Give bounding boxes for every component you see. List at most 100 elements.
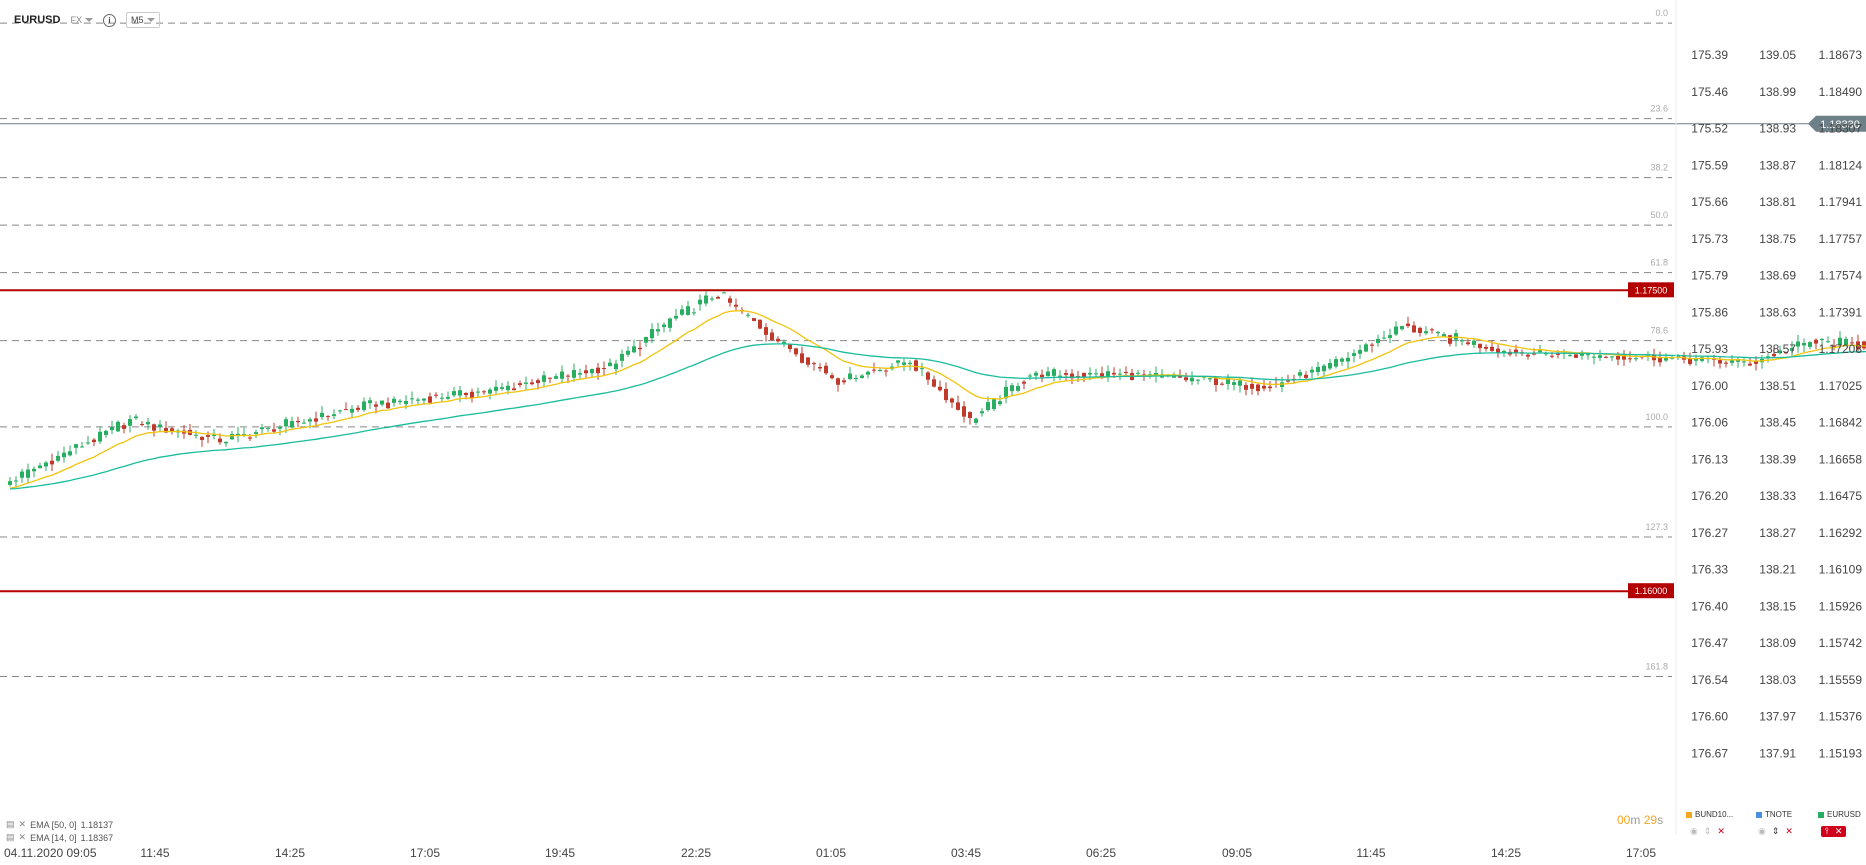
close-icon[interactable]: ✕	[18, 819, 27, 829]
eurusd-axis-label: 1.18490	[1819, 85, 1863, 99]
legend-eurusd[interactable]: EURUSD	[1818, 810, 1861, 819]
candle	[1220, 383, 1224, 385]
candle	[824, 365, 828, 374]
info-icon[interactable]: i	[102, 13, 116, 27]
bund-axis-label: 176.54	[1691, 673, 1728, 687]
candle	[1808, 342, 1812, 347]
candle	[344, 409, 348, 411]
candle	[146, 421, 150, 425]
candle	[668, 318, 672, 328]
candle	[1022, 381, 1026, 384]
candle	[512, 388, 516, 391]
candle	[1700, 357, 1704, 361]
candle	[656, 329, 660, 332]
candle	[584, 370, 588, 374]
eurusd-axis-label: 1.16475	[1819, 489, 1863, 503]
candle	[1106, 371, 1110, 378]
indicator-ema50[interactable]: ▤ ✕ EMA [50, 0] 1.18137	[6, 819, 113, 830]
candle	[992, 399, 996, 410]
price-level-tag-text: 1.17500	[1635, 285, 1668, 295]
candle	[752, 318, 756, 321]
candle	[680, 309, 684, 315]
candle	[1256, 384, 1260, 392]
candle	[272, 429, 276, 432]
candle	[1844, 338, 1848, 346]
eye-icon[interactable]: ◉	[1758, 826, 1766, 836]
candle	[1472, 340, 1476, 345]
candle	[812, 363, 816, 365]
candle	[470, 391, 474, 398]
candle	[200, 436, 204, 440]
candle	[1088, 372, 1092, 375]
bund-axis-label: 176.27	[1691, 526, 1728, 540]
candle	[932, 379, 936, 387]
candle	[476, 391, 480, 393]
candle	[1814, 339, 1818, 344]
candle	[734, 304, 738, 307]
candle	[98, 431, 102, 442]
candle	[68, 451, 72, 456]
candle	[776, 338, 780, 342]
indicator-label: EMA [50, 0]	[30, 819, 77, 830]
fib-label: 61.8	[1650, 258, 1668, 268]
eurusd-axis-label: 1.15376	[1819, 710, 1863, 724]
eurusd-controls: ⫯ ✕	[1821, 826, 1847, 837]
candle	[1448, 335, 1452, 344]
candle	[1364, 344, 1368, 352]
candle	[1790, 348, 1794, 351]
candle	[1604, 356, 1608, 358]
candle	[320, 412, 324, 418]
fib-label: 38.2	[1650, 163, 1668, 173]
indicator-value: 1.18137	[80, 819, 114, 830]
tnote-axis-label: 138.45	[1759, 416, 1796, 430]
candle	[356, 407, 360, 410]
x-tick-label: 03:45	[951, 846, 981, 860]
candle	[872, 369, 876, 371]
legend-tnote[interactable]: TNOTE	[1756, 810, 1792, 819]
candle	[1616, 356, 1620, 360]
bund-axis-label: 175.39	[1691, 48, 1728, 62]
eurusd-axis-label: 1.16109	[1819, 563, 1863, 577]
move-icon[interactable]: ⇕	[1771, 826, 1780, 836]
candle	[848, 373, 852, 379]
candle	[1328, 362, 1332, 369]
candle	[266, 427, 270, 429]
indicator-label: EMA [14, 0]	[30, 832, 77, 843]
candle	[404, 401, 408, 405]
settings-icon[interactable]: ▤	[6, 832, 15, 842]
symbol-name[interactable]: EURUSD	[14, 14, 61, 26]
legend-label: BUND10...	[1695, 810, 1734, 819]
candle	[446, 396, 450, 399]
settings-icon[interactable]: ▤	[6, 819, 15, 829]
timeframe-dropdown[interactable]: M5	[125, 12, 161, 28]
candle	[1802, 342, 1806, 346]
candle	[578, 373, 582, 375]
candle	[152, 424, 156, 431]
close-icon[interactable]: ✕	[18, 832, 27, 842]
indicator-ema14[interactable]: ▤ ✕ EMA [14, 0] 1.18367	[6, 832, 113, 843]
candle	[806, 357, 810, 365]
tnote-axis-label: 138.81	[1759, 195, 1796, 209]
candle	[794, 348, 798, 355]
candle	[1046, 371, 1050, 377]
eye-icon[interactable]: ◉	[1690, 826, 1698, 836]
style-icon[interactable]: ⫯	[1825, 826, 1829, 836]
close-icon[interactable]: ✕	[1834, 826, 1843, 836]
market-label: FX	[70, 15, 82, 25]
close-icon[interactable]: ✕	[1717, 826, 1725, 836]
candle	[488, 389, 492, 394]
price-level-tag	[1628, 282, 1674, 298]
candle	[1346, 357, 1350, 362]
candle	[938, 386, 942, 391]
legend-bund[interactable]: BUND10...	[1686, 810, 1733, 819]
candle	[230, 434, 234, 440]
move-icon[interactable]: ⇕	[1703, 826, 1712, 836]
market-dropdown[interactable]: FX	[70, 15, 93, 25]
candle	[1502, 350, 1506, 353]
timeframe-label: M5	[130, 15, 144, 25]
candle	[704, 295, 708, 304]
candle	[1352, 353, 1356, 356]
x-tick-label: 14:25	[275, 846, 305, 860]
close-icon[interactable]: ✕	[1785, 826, 1793, 836]
